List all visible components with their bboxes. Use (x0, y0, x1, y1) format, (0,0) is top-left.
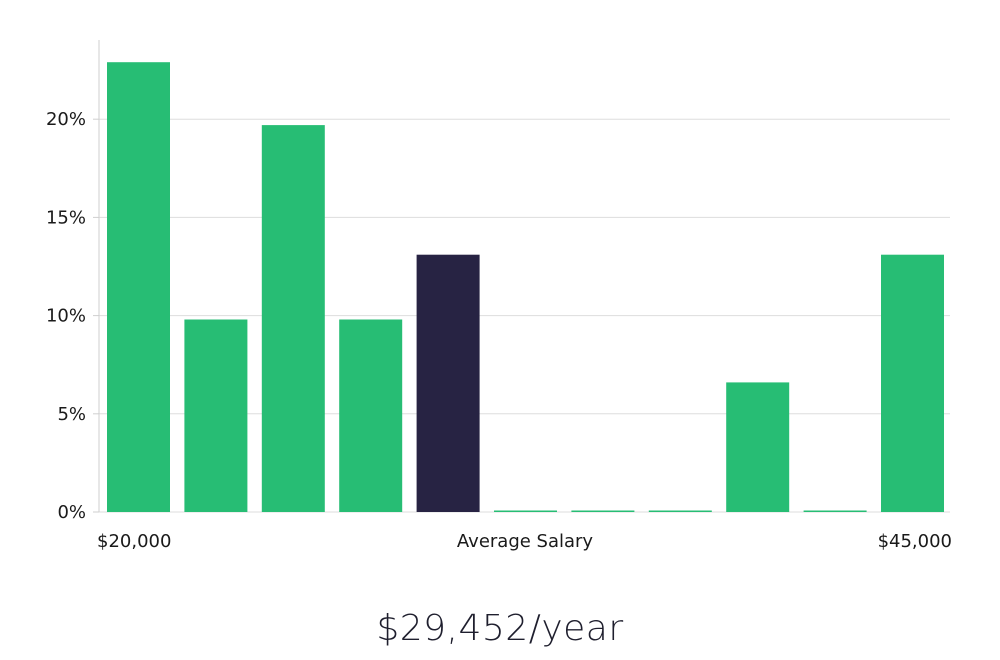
salary-distribution-chart: 0% 5% 10% 15% 20% $20,000 Average Salary $45… (46, 40, 952, 552)
y-tick-label: 15% (46, 207, 86, 228)
bar (648, 510, 712, 512)
x-label-min: $20,000 (97, 531, 171, 552)
bar (184, 319, 248, 512)
y-tick-label: 20% (46, 109, 86, 130)
average-salary-value: $29,452/year (376, 608, 624, 649)
y-tick-label: 0% (57, 502, 86, 523)
bar (494, 510, 557, 512)
y-tick-label: 5% (57, 404, 86, 425)
bar (881, 254, 944, 512)
bar (571, 510, 635, 512)
bar (261, 125, 325, 512)
bar (107, 62, 170, 512)
y-tick-label: 10% (46, 306, 86, 327)
bar (339, 319, 403, 512)
bars (107, 62, 944, 512)
bar (803, 510, 867, 512)
y-axis-ticks: 0% 5% 10% 15% 20% (46, 109, 99, 523)
bar-average-salary (416, 254, 480, 512)
x-label-max: $45,000 (878, 531, 952, 552)
x-label-center: Average Salary (457, 531, 594, 552)
bar (726, 382, 790, 512)
